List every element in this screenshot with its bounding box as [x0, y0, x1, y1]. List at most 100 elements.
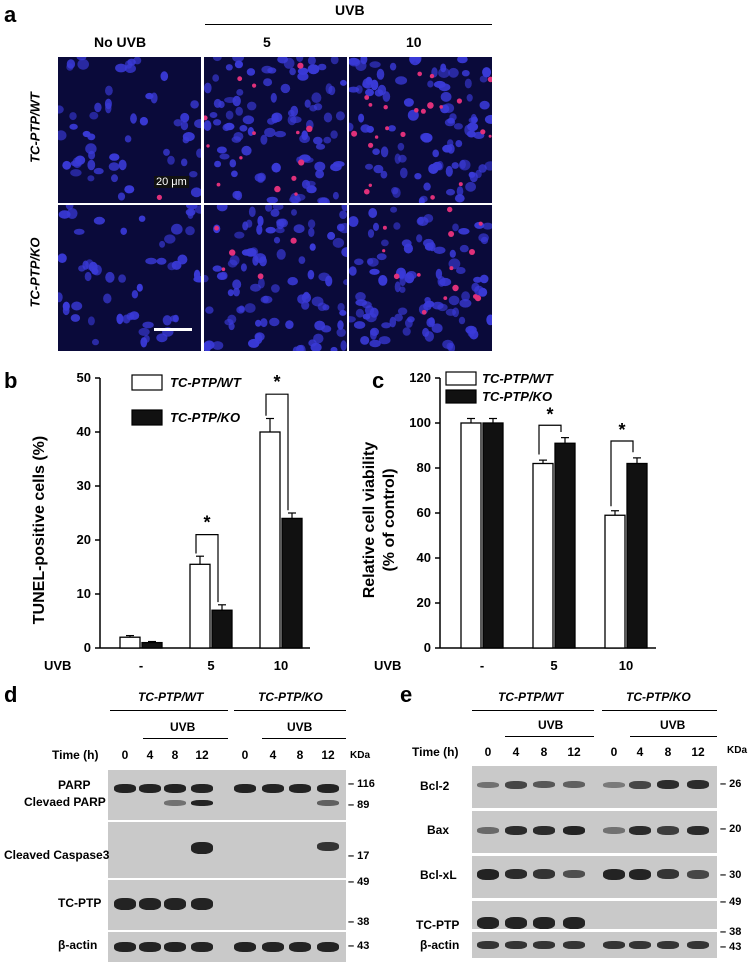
d-row-label: Clevaed PARP	[24, 795, 106, 809]
y-tick-label: 10	[77, 586, 91, 601]
d-band	[164, 898, 186, 910]
micrograph-tcptpwt-1	[204, 57, 347, 203]
d-kda-label: KDa	[350, 750, 371, 761]
row-label-wt: TC-PTP/WT	[27, 92, 43, 163]
sig-bracket-5-star: *	[203, 513, 210, 533]
e-row-label: TC-PTP	[416, 918, 460, 932]
e-band	[505, 781, 527, 789]
d-group-wt: TC-PTP/WT	[138, 690, 204, 704]
e-band	[533, 869, 555, 879]
d-band	[289, 942, 311, 952]
e-band	[687, 780, 709, 789]
x-tick-label: -	[480, 658, 484, 673]
e-lane-2: 8	[540, 745, 548, 759]
e-band	[563, 826, 585, 835]
y-tick-label: 20	[417, 595, 431, 610]
x-tick-label: 5	[207, 658, 214, 673]
e-lane-1: 4	[512, 745, 520, 759]
bar-0-1	[189, 563, 211, 649]
panel-d-label: d	[4, 682, 18, 707]
d-group-ko: TC-PTP/KO	[258, 690, 323, 704]
e-group-wt-line	[472, 710, 594, 711]
e-kda-marker: – 49	[720, 896, 742, 908]
x-tick-label: -	[139, 658, 143, 673]
e-group-ko-line	[602, 710, 717, 711]
legend-wt-label: TC-PTP/WT	[482, 371, 554, 386]
chart-b: 0 10 20 30 40 50 - 5 10 TUNEL-positive cells (%) U…	[31, 370, 310, 673]
e-band	[657, 780, 679, 789]
e-band	[657, 869, 679, 879]
d-band	[262, 784, 284, 793]
panel-b-label: b	[4, 368, 18, 393]
e-time-label: Time (h)	[412, 745, 459, 759]
d-row-label: Cleaved Caspase3	[4, 848, 110, 862]
e-row-label: Bcl-xL	[420, 868, 457, 882]
e-band	[687, 941, 709, 949]
d-kda-marker: – 89	[348, 799, 370, 811]
sig-bracket-10	[265, 393, 289, 511]
legend-ko-label: TC-PTP/KO	[170, 410, 240, 425]
e-lane-3: 12	[567, 745, 581, 759]
d-blot-1	[108, 822, 346, 878]
e-band	[563, 870, 585, 878]
e-band	[603, 869, 625, 880]
e-band	[687, 870, 709, 879]
legend-ko-swatch	[131, 409, 163, 426]
d-row-label: β-actin	[58, 938, 98, 952]
y-tick-label: 0	[84, 640, 91, 655]
d-band	[191, 942, 213, 952]
e-uvb-wt-line	[505, 736, 594, 737]
d-row-label: PARP	[58, 778, 91, 792]
chart-c-ylabel-1: Relative cell viability	[361, 442, 378, 599]
d-lane-7: 12	[321, 748, 335, 762]
legend-ko-swatch	[445, 389, 477, 404]
e-group-ko: TC-PTP/KO	[626, 690, 691, 704]
e-lane-7: 12	[691, 745, 705, 759]
e-uvb-wt: UVB	[538, 718, 564, 732]
e-band	[533, 941, 555, 949]
chart-b-ylabel: TUNEL-positive cells (%)	[31, 436, 48, 624]
e-kda-marker: – 38	[720, 926, 742, 938]
d-band	[139, 942, 161, 952]
e-band	[603, 827, 625, 834]
d-group-ko-line	[234, 710, 346, 711]
d-time-label: Time (h)	[52, 748, 99, 762]
micrograph-tcptpko-0	[58, 205, 201, 351]
d-lane-2: 8	[171, 748, 179, 762]
col-header-uvb10: 10	[406, 34, 422, 50]
micrograph-tcptpwt-0	[58, 57, 201, 203]
legend-wt-swatch	[131, 374, 163, 391]
d-band	[164, 942, 186, 952]
e-band	[505, 869, 527, 879]
y-tick-label: 120	[409, 370, 431, 385]
y-tick-label: 100	[409, 415, 431, 430]
y-tick-label: 0	[424, 640, 431, 655]
e-lane-0: 0	[484, 745, 492, 759]
e-band	[629, 941, 651, 949]
chart-c-uvb-label: UVB	[374, 658, 401, 673]
uvb-header-line	[205, 24, 492, 25]
e-group-wt: TC-PTP/WT	[498, 690, 564, 704]
e-band	[533, 917, 555, 929]
chart-c-ylabel-2: (% of control)	[381, 468, 398, 571]
e-row-label: Bcl-2	[420, 779, 450, 793]
sig-bracket-5-star: *	[546, 404, 553, 424]
micrograph-tcptpwt-2	[349, 57, 492, 203]
bar-0-1	[532, 462, 554, 649]
d-band	[317, 942, 339, 952]
x-tick-label: 5	[550, 658, 557, 673]
e-band	[563, 781, 585, 788]
e-uvb-ko-line	[630, 736, 717, 737]
bar-1-0	[141, 641, 163, 649]
e-band	[477, 782, 499, 788]
e-lane-4: 0	[610, 745, 618, 759]
bar-1-2	[626, 462, 648, 649]
e-band	[629, 869, 651, 880]
e-kda-marker: – 26	[720, 778, 742, 790]
d-lane-6: 8	[296, 748, 304, 762]
d-band	[317, 842, 339, 851]
x-tick-label: 10	[619, 658, 633, 673]
e-kda-marker: – 43	[720, 941, 742, 953]
d-band	[317, 784, 339, 793]
sig-bracket-5	[538, 424, 562, 455]
